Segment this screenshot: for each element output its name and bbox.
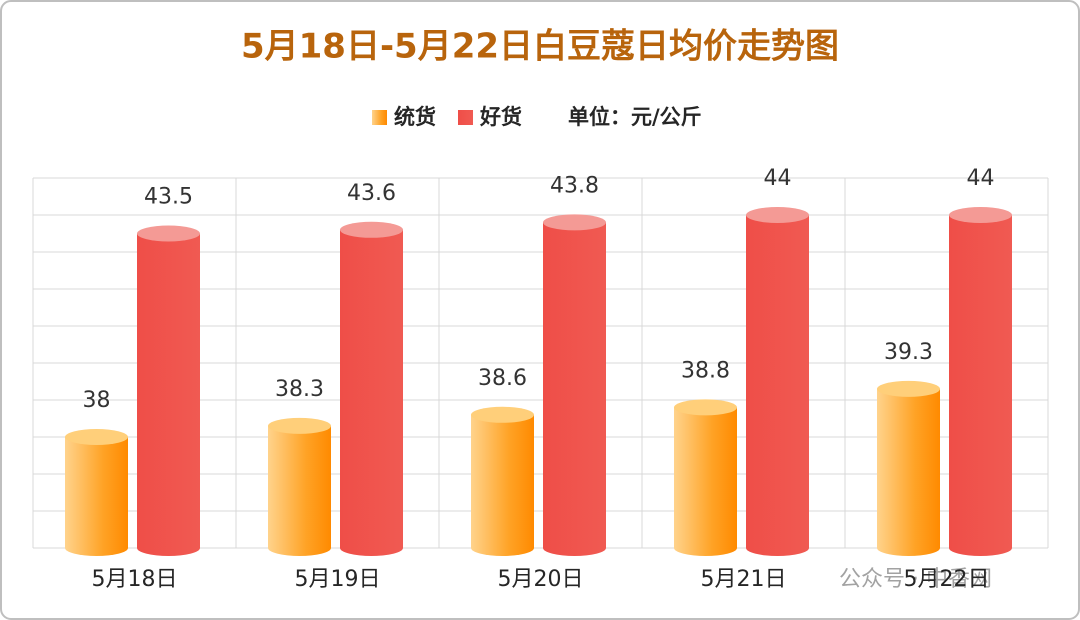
bar <box>137 233 200 556</box>
x-tick-label: 5月22日 <box>904 567 990 592</box>
bar <box>877 388 940 556</box>
bar-cap <box>471 406 534 423</box>
unit-note: 单位：元/公斤 <box>568 105 702 129</box>
bar <box>746 215 809 556</box>
bar-cap <box>340 221 403 238</box>
value-label: 38.6 <box>478 366 527 391</box>
bar <box>268 425 331 556</box>
bar-cap <box>137 225 200 242</box>
bar <box>471 414 534 556</box>
value-label: 43.5 <box>144 185 193 210</box>
legend-label: 统货 <box>394 105 436 129</box>
bar <box>543 222 606 556</box>
legend-swatch <box>372 110 387 125</box>
bar-cap <box>949 207 1012 223</box>
x-tick-label: 5月20日 <box>498 567 584 592</box>
bar-cap <box>746 207 809 223</box>
value-label: 43.6 <box>347 181 396 206</box>
value-label: 44 <box>967 166 995 191</box>
bar <box>340 229 403 557</box>
x-tick-label: 5月21日 <box>701 567 787 592</box>
bar <box>949 215 1013 556</box>
bar-cap <box>268 417 331 434</box>
x-tick-label: 5月18日 <box>92 567 178 592</box>
bar-cap <box>877 380 940 397</box>
value-label: 43.8 <box>550 173 599 198</box>
value-label: 38.8 <box>681 358 730 383</box>
bar-cap <box>674 399 737 416</box>
bar-cap <box>543 214 606 231</box>
legend-label: 好货 <box>479 105 522 129</box>
bar-cap <box>65 429 128 445</box>
value-label: 38 <box>83 388 111 413</box>
chart-title: 5月18日-5月22日白豆蔻日均价走势图 <box>241 27 839 67</box>
x-tick-label: 5月19日 <box>295 567 381 592</box>
value-label: 44 <box>764 166 792 191</box>
watermark: 公众号 · 中香网 <box>839 567 992 592</box>
value-label: 38.3 <box>275 377 324 402</box>
bar <box>65 437 128 556</box>
bar <box>674 407 737 556</box>
value-label: 39.3 <box>884 340 933 365</box>
legend-swatch <box>458 110 473 125</box>
